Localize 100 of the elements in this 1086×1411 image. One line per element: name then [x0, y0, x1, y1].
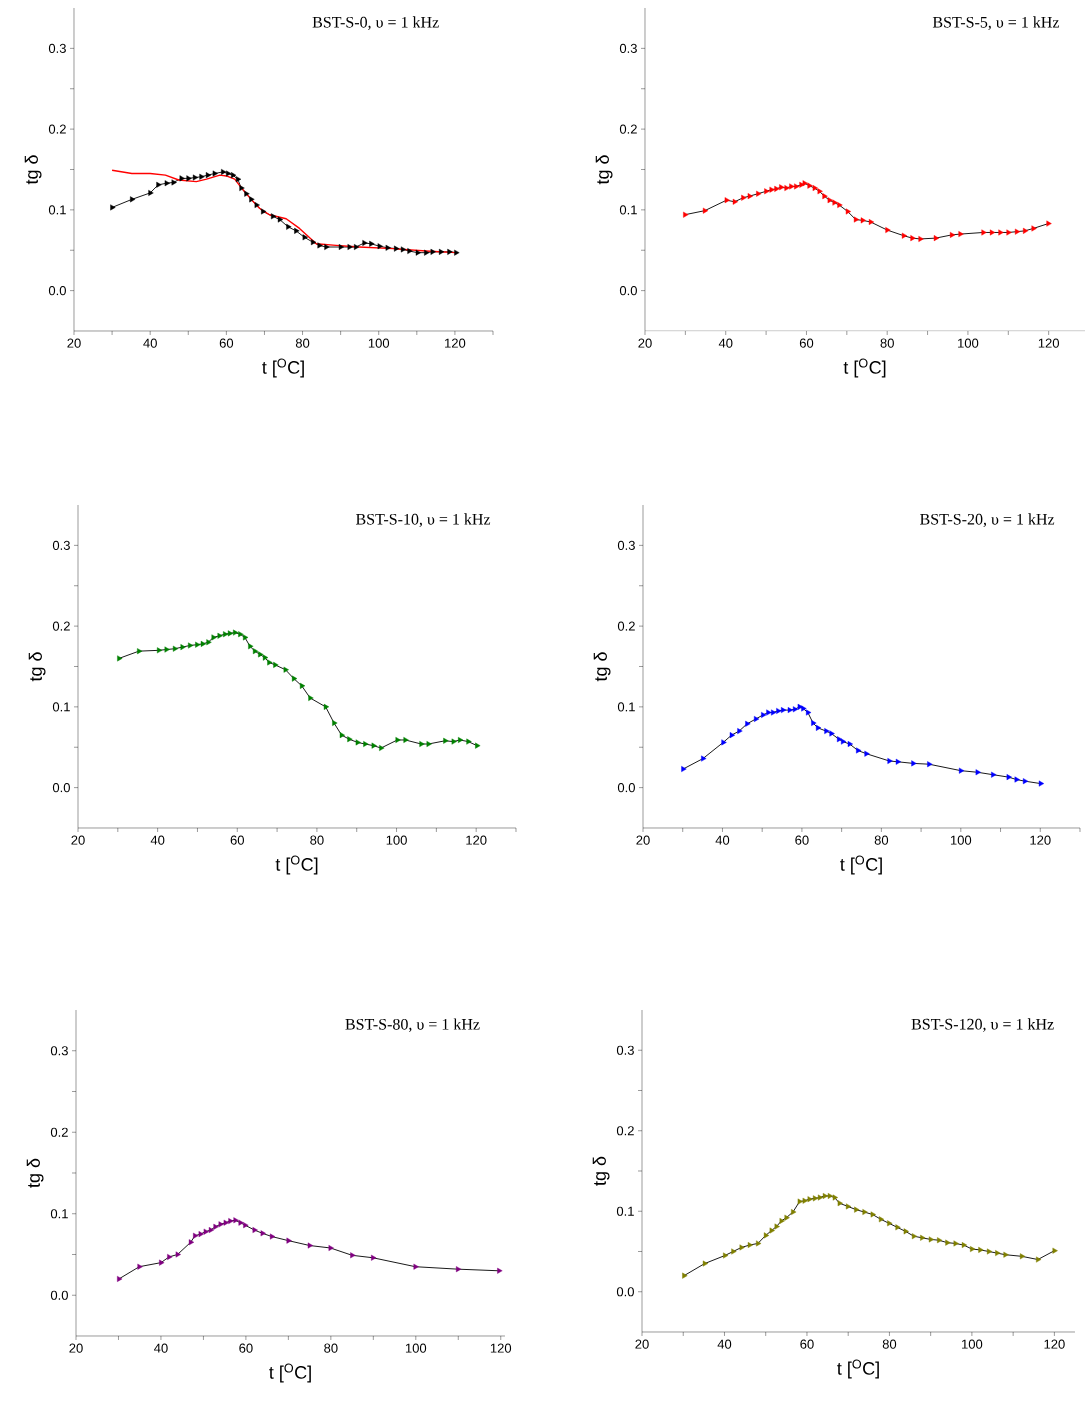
point [933, 235, 940, 242]
point [302, 234, 308, 241]
y-tick-label: 0.2 [617, 621, 635, 631]
x-tick-label: 80 [882, 1339, 897, 1349]
y-tick-label: 0.1 [50, 1209, 68, 1219]
point [454, 249, 460, 256]
point [807, 1196, 813, 1203]
y-tick-label: 0.3 [52, 540, 70, 550]
point [721, 739, 727, 746]
point [732, 198, 739, 205]
point [807, 182, 813, 189]
point [1014, 776, 1020, 783]
x-tick-label: 20 [635, 1339, 649, 1349]
y-tick-label: 0.0 [48, 286, 66, 296]
point [961, 1242, 968, 1249]
y-axis-title: tg δ [24, 155, 42, 185]
chart-title: BST-S-0, υ = 1 kHz [312, 16, 439, 30]
point [987, 1248, 993, 1255]
point [856, 747, 862, 754]
y-tick-label: 0.0 [617, 783, 635, 793]
y-tick-label: 0.3 [619, 43, 637, 53]
point [354, 244, 360, 250]
point [901, 232, 908, 239]
point [172, 645, 179, 652]
point [188, 1239, 195, 1246]
y-tick-label: 0.1 [619, 205, 637, 215]
point [958, 231, 964, 238]
point [928, 1236, 935, 1243]
y-axis-title: tg δ [26, 1158, 44, 1188]
point [787, 707, 793, 714]
x-axis-title: t [$^{O}$C] [262, 358, 304, 378]
point [110, 204, 116, 211]
point [802, 1197, 808, 1204]
point [1006, 229, 1012, 236]
x-tick-label: 100 [958, 338, 979, 348]
y-tick-label: 0.1 [48, 205, 66, 215]
x-tick-label: 60 [230, 835, 244, 845]
point [213, 1223, 219, 1230]
point [827, 197, 833, 204]
x-tick-label: 20 [636, 835, 650, 845]
point [447, 248, 453, 255]
point [167, 1253, 173, 1260]
x-tick-label: 60 [800, 1339, 814, 1349]
point [779, 1217, 785, 1224]
point [192, 174, 199, 181]
point [723, 1252, 729, 1259]
point [475, 742, 481, 749]
y-tick-label: 0.1 [52, 702, 70, 712]
point [286, 1237, 292, 1244]
point [221, 168, 227, 175]
point [443, 737, 449, 744]
point [771, 709, 777, 716]
point [188, 642, 194, 649]
point [681, 766, 687, 773]
point [794, 183, 800, 190]
point [311, 239, 317, 246]
point [817, 188, 823, 195]
point [186, 175, 192, 182]
point [784, 185, 790, 192]
point [1031, 225, 1037, 232]
point [347, 244, 353, 250]
point [369, 240, 375, 247]
point [812, 185, 818, 192]
point [198, 1231, 204, 1238]
x-tick-label: 80 [310, 835, 324, 845]
y-tick-label: 0.0 [52, 783, 70, 793]
point [211, 634, 217, 641]
x-axis-title: t [$^{O}$C] [837, 1359, 879, 1379]
point [1014, 228, 1021, 235]
point [1020, 1253, 1026, 1260]
point [497, 1267, 503, 1274]
point [466, 738, 472, 745]
point [286, 223, 292, 230]
y-tick-label: 0.1 [617, 702, 635, 712]
point [228, 1218, 234, 1225]
x-axis-title: t [$^{O}$C] [843, 358, 886, 378]
point [164, 180, 170, 187]
point [841, 738, 847, 745]
x-tick-label: 100 [386, 835, 407, 845]
x-tick-label: 20 [69, 1343, 83, 1353]
chart-title: BST-S-120, υ = 1 kHz [911, 1018, 1054, 1032]
point [797, 1198, 803, 1205]
point [249, 196, 255, 203]
point [806, 709, 812, 716]
chart-title: BST-S-20, υ = 1 kHz [920, 513, 1055, 527]
point [439, 248, 445, 255]
point [156, 181, 162, 188]
point [239, 185, 245, 192]
x-tick-label: 60 [795, 835, 809, 845]
point [203, 1228, 209, 1235]
point [784, 1214, 790, 1221]
point [137, 648, 143, 655]
point [458, 737, 464, 743]
x-tick-label: 100 [405, 1343, 427, 1353]
x-tick-label: 40 [717, 1339, 732, 1349]
point [817, 1194, 824, 1201]
point [338, 244, 345, 250]
x-tick-label: 80 [874, 835, 889, 845]
point [355, 739, 361, 746]
point [731, 1248, 737, 1255]
